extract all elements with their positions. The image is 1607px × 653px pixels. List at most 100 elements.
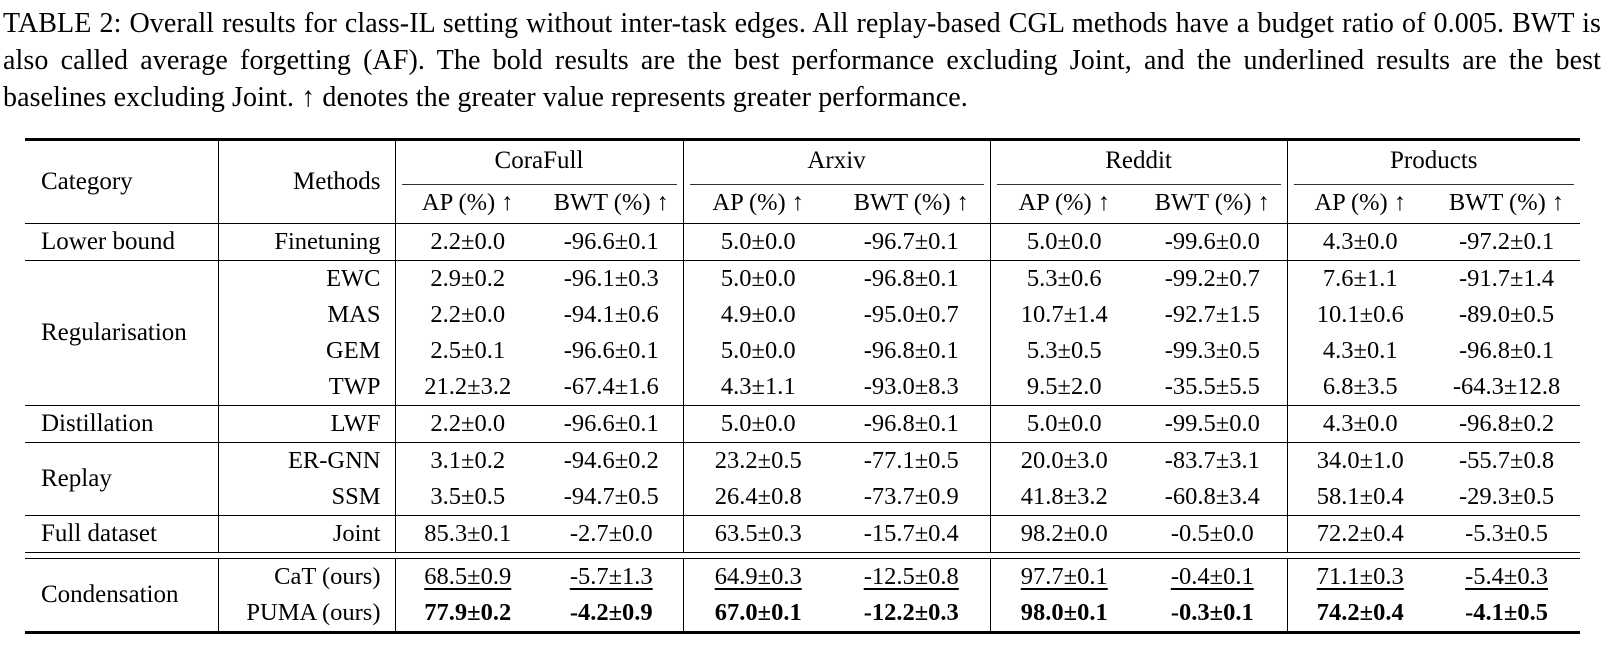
bwt-value-cell: -94.6±0.2	[540, 442, 684, 479]
bwt-value-cell: -97.2±0.1	[1433, 223, 1581, 261]
header-bwt: BWT (%) ↑	[540, 185, 684, 224]
bwt-value-cell: -5.4±0.3	[1465, 563, 1548, 590]
header-group-arxiv: Arxiv	[683, 139, 991, 185]
bwt-value-cell: -0.3±0.1	[1138, 595, 1288, 633]
ap-value-cell: 5.0±0.0	[990, 223, 1139, 261]
bwt-value-cell: -83.7±3.1	[1138, 442, 1288, 479]
ap-value-cell: 10.7±1.4	[1020, 301, 1108, 328]
ap-value-cell: 5.3±0.5	[1026, 337, 1102, 364]
ap-value-cell: 2.9±0.2	[395, 260, 540, 297]
bwt-value-cell: -92.7±1.5	[1138, 297, 1288, 333]
header-bwt: BWT (%) ↑	[1138, 185, 1288, 224]
bwt-value-cell: -77.1±0.5	[833, 442, 991, 479]
ap-value-cell: 67.0±0.1	[714, 599, 802, 626]
header-bwt: BWT (%) ↑	[1433, 185, 1581, 224]
bwt-value-cell: -95.0±0.7	[833, 297, 991, 333]
ap-value-cell: 23.2±0.5	[683, 442, 833, 479]
bwt-value-cell: -73.7±0.9	[833, 479, 991, 516]
results-table: Category Methods CoraFull Arxiv Reddit P…	[25, 138, 1581, 634]
header-row-groups: Category Methods CoraFull Arxiv Reddit P…	[25, 139, 1580, 224]
block-lower-bound: Lower bound Finetuning 2.2±0.0 -96.6±0.1 5.0…	[25, 223, 1581, 261]
ap-value-cell: 5.0±0.0	[683, 405, 833, 443]
ap-value-cell: 5.0±0.0	[683, 260, 833, 297]
table-header: Category Methods CoraFull Arxiv Reddit P…	[25, 139, 1581, 224]
ap-value-cell: 7.6±1.1	[1287, 260, 1434, 297]
bwt-value-cell: -5.7±1.3	[540, 558, 684, 595]
ap-value-cell: 72.2±0.4	[1287, 515, 1434, 553]
ap-value-cell: 74.2±0.4	[1316, 599, 1404, 626]
ap-value-cell: 98.2±0.0	[990, 515, 1139, 553]
method-cell: EWC	[218, 260, 396, 297]
bwt-value-cell: -5.3±0.5	[1433, 515, 1581, 553]
table-row: Distillation LWF 2.2±0.0 -96.6±0.1 5.0±0.0 -9…	[25, 405, 1581, 443]
table-row: TWP 21.2±3.2 -67.4±1.6 4.3±1.1 -93.0±8.3 9.5±…	[25, 369, 1580, 406]
method-cell: PUMA (ours)	[218, 595, 396, 633]
ap-value-cell: 20.0±3.0	[990, 442, 1139, 479]
header-ap: AP (%) ↑	[395, 185, 540, 224]
block-replay: Replay ER-GNN 3.1±0.2 -94.6±0.2 23.2±0.5 -77.…	[25, 442, 1581, 516]
ap-value-cell: 4.3±0.0	[1287, 405, 1434, 443]
bwt-value-cell: -96.6±0.1	[540, 223, 684, 261]
category-cell: Condensation	[25, 558, 219, 633]
group-label: CoraFull	[401, 141, 677, 185]
category-cell: Distillation	[25, 405, 219, 443]
ap-value-cell: 21.2±3.2	[424, 373, 512, 400]
ap-value-cell: 5.0±0.0	[990, 405, 1139, 443]
header-ap: AP (%) ↑	[990, 185, 1139, 224]
bwt-value-cell: -96.6±0.1	[540, 405, 684, 443]
method-cell: GEM	[218, 333, 396, 369]
ap-value-cell: 98.0±0.1	[1020, 599, 1108, 626]
method-cell: MAS	[218, 297, 396, 333]
ap-value-cell: 2.2±0.0	[395, 405, 540, 443]
bwt-value-cell: -67.4±1.6	[540, 369, 684, 406]
table-row: Full dataset Joint 85.3±0.1 -2.7±0.0 63.5±0.…	[25, 515, 1581, 553]
ap-value-cell: 34.0±1.0	[1287, 442, 1434, 479]
bwt-value-cell: -29.3±0.5	[1458, 483, 1555, 510]
ap-value-cell: 4.3±0.0	[1287, 223, 1434, 261]
bwt-value-cell: -15.7±0.4	[833, 515, 991, 553]
table-row: GEM 2.5±0.1 -96.6±0.1 5.0±0.0 -96.8±0.1 5.3±0…	[25, 333, 1580, 369]
ap-value-cell: 71.1±0.3	[1316, 563, 1404, 590]
ap-value-cell: 63.5±0.3	[683, 515, 833, 553]
block-distillation: Distillation LWF 2.2±0.0 -96.6±0.1 5.0±0.0 -9…	[25, 405, 1581, 443]
bwt-value-cell: -96.8±0.1	[1458, 337, 1555, 364]
ap-value-cell: 2.5±0.1	[430, 337, 506, 364]
group-label: Reddit	[996, 141, 1281, 185]
ap-value-cell: 3.1±0.2	[395, 442, 540, 479]
bwt-value-cell: -96.8±0.2	[1433, 405, 1581, 443]
category-cell: Full dataset	[25, 515, 219, 553]
header-group-products: Products	[1287, 140, 1580, 185]
bwt-value-cell: -99.6±0.0	[1138, 223, 1288, 261]
bwt-value-cell: -60.8±3.4	[1138, 479, 1288, 516]
bwt-value-cell: -2.7±0.0	[540, 515, 684, 553]
bwt-value-cell: -4.2±0.9	[540, 595, 684, 633]
header-category: Category	[25, 139, 219, 224]
double-rule-divider	[25, 552, 1581, 559]
table-row: PUMA (ours) 77.9±0.2 -4.2±0.9 67.0±0.1 -12.2…	[25, 595, 1580, 633]
header-group-reddit: Reddit	[990, 139, 1288, 185]
bwt-value-cell: -94.7±0.5	[540, 479, 684, 516]
category-cell: Replay	[25, 442, 219, 516]
ap-value-cell: 58.1±0.4	[1316, 483, 1404, 510]
header-row-metrics: AP (%) ↑ BWT (%) ↑ AP (%) ↑ BWT (%) ↑ AP…	[25, 185, 1581, 224]
bwt-value-cell: -91.7±1.4	[1433, 260, 1581, 297]
table-row: Replay ER-GNN 3.1±0.2 -94.6±0.2 23.2±0.5 -77.…	[25, 442, 1581, 516]
ap-value-cell: 9.5±2.0	[1026, 373, 1102, 400]
ap-value-cell: 2.2±0.0	[395, 223, 540, 261]
bwt-value-cell: -0.4±0.1	[1138, 558, 1288, 595]
header-methods: Methods	[218, 139, 396, 224]
bwt-value-cell: -96.8±0.1	[833, 260, 991, 297]
ap-value-cell: 77.9±0.2	[424, 599, 512, 626]
header-group-corafull: CoraFull	[395, 139, 684, 185]
bwt-value-cell: -96.1±0.3	[540, 260, 684, 297]
ap-value-cell: 41.8±3.2	[1020, 483, 1108, 510]
double-rule-cell	[25, 552, 1581, 559]
ap-value-cell: 4.3±0.1	[1322, 337, 1398, 364]
block-full-dataset: Full dataset Joint 85.3±0.1 -2.7±0.0 63.5±0.…	[25, 515, 1581, 553]
header-bwt: BWT (%) ↑	[833, 185, 991, 224]
bwt-value-cell: -4.1±0.5	[1465, 599, 1548, 626]
ap-value-cell: 10.1±0.6	[1316, 301, 1404, 328]
bwt-value-cell: -35.5±5.5	[1138, 369, 1288, 406]
method-cell: ER-GNN	[218, 442, 396, 479]
table-row: Regularisation EWC 2.9±0.2 -96.1±0.3 5.0±0.0…	[25, 260, 1581, 406]
